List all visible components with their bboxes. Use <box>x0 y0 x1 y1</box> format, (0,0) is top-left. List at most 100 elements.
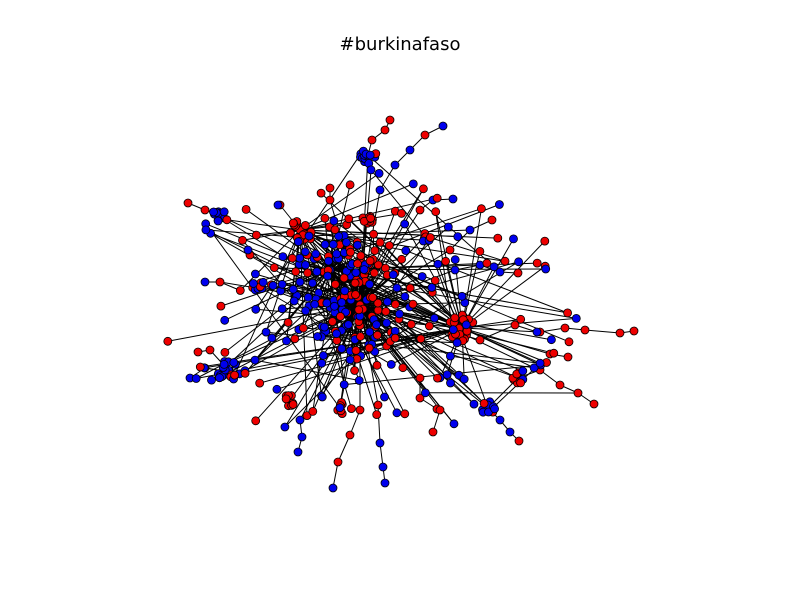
graph-node-blue <box>293 237 303 247</box>
graph-node-red <box>516 378 525 388</box>
graph-node-blue <box>535 358 545 368</box>
graph-node-blue <box>392 408 402 418</box>
graph-node-blue <box>388 270 398 280</box>
graph-edge <box>299 172 380 231</box>
chart-title: #burkinafaso <box>339 34 461 55</box>
graph-node-blue <box>337 297 347 307</box>
graph-edge <box>299 229 352 409</box>
graph-node-red <box>589 399 599 409</box>
graph-node-red <box>300 220 310 230</box>
graph-node-red <box>241 204 251 214</box>
graph-node-red <box>351 345 361 355</box>
graph-node-red <box>385 115 395 125</box>
graph-edge <box>461 327 541 333</box>
graph-node-blue <box>438 121 448 131</box>
graph-node-blue <box>532 327 542 337</box>
graph-node-blue <box>442 370 452 380</box>
graph-node-red <box>251 416 261 426</box>
graph-node-blue <box>509 234 518 244</box>
graph-node-red <box>564 337 574 347</box>
graph-edge <box>359 304 519 379</box>
graph-edge <box>379 164 396 191</box>
graph-node-blue <box>365 327 375 337</box>
graph-node-red <box>476 204 486 214</box>
graph-node-blue <box>341 237 351 247</box>
graph-node-blue <box>448 325 458 335</box>
graph-node-red <box>183 198 193 208</box>
graph-node-blue <box>288 284 298 294</box>
graph-node-red <box>510 320 520 330</box>
graph-node-blue <box>328 483 338 493</box>
graph-node-red <box>549 348 559 358</box>
graph-edge <box>584 329 621 334</box>
graph-node-blue <box>301 306 311 316</box>
graph-node-red <box>475 335 485 345</box>
graph-node-blue <box>318 351 328 360</box>
graph-edge <box>276 327 463 390</box>
graph-node-red <box>428 427 438 437</box>
graph-node-red <box>163 336 173 346</box>
graph-node-red <box>432 193 442 203</box>
graph-node-red <box>356 251 366 261</box>
graph-node-red <box>375 237 385 247</box>
graph-node-blue <box>261 327 271 337</box>
graph-edge <box>337 434 351 463</box>
graph-node-red <box>418 184 428 194</box>
graph-node-blue <box>312 267 322 277</box>
graph-node-red <box>345 180 355 190</box>
graph-node-red <box>450 313 460 323</box>
graph-node-red <box>235 286 245 295</box>
graph-edge <box>359 304 523 372</box>
graph-node-red <box>320 213 330 223</box>
graph-node-red <box>365 256 375 266</box>
graph-node-red <box>435 405 445 415</box>
graph-node-red <box>330 225 340 235</box>
graph-node-red <box>335 312 345 321</box>
graph-node-blue <box>380 478 390 488</box>
graph-node-blue <box>229 358 239 367</box>
graph-node-blue <box>295 415 305 425</box>
graph-edge <box>370 169 426 237</box>
graph-node-blue <box>317 392 327 402</box>
graph-node-red <box>482 258 492 268</box>
graph-node-blue <box>400 292 410 302</box>
graph-node-red <box>445 245 455 255</box>
graph-edge <box>234 229 301 376</box>
graph-node-red <box>400 409 410 419</box>
graph-node-red <box>397 208 406 218</box>
graph-node-red <box>560 323 570 333</box>
graph-node-blue <box>392 283 402 293</box>
graph-node-blue <box>420 388 430 398</box>
graph-node-blue <box>297 432 307 442</box>
graph-edge <box>461 265 546 329</box>
graph-node-red <box>405 283 415 293</box>
graph-node-red <box>390 299 400 309</box>
graph-node-blue <box>443 222 453 232</box>
graph-node-red <box>222 215 232 225</box>
graph-node-red <box>373 298 383 308</box>
graph-node-red <box>216 301 226 311</box>
graph-node-red <box>240 368 250 378</box>
graph-node-blue <box>303 292 313 302</box>
graph-node-blue <box>323 271 333 281</box>
graph-node-red <box>269 263 279 273</box>
graph-node-blue <box>268 281 278 291</box>
graph-node-blue <box>408 179 418 189</box>
graph-node-red <box>350 278 360 288</box>
edge-layer <box>167 119 635 489</box>
graph-node-red <box>351 290 360 300</box>
graph-node-blue <box>191 374 201 383</box>
graph-edge <box>404 223 463 329</box>
graph-node-red <box>615 328 625 338</box>
graph-node-red <box>220 347 230 357</box>
graph-node-blue <box>541 264 551 274</box>
graph-node-red <box>288 400 298 409</box>
graph-node-red <box>415 373 425 383</box>
graph-node-red <box>384 241 394 250</box>
graph-node-blue <box>313 332 322 341</box>
graph-node-blue <box>529 363 539 373</box>
graph-node-red <box>433 373 442 383</box>
graph-node-blue <box>401 246 411 256</box>
graph-node-red <box>372 360 382 370</box>
